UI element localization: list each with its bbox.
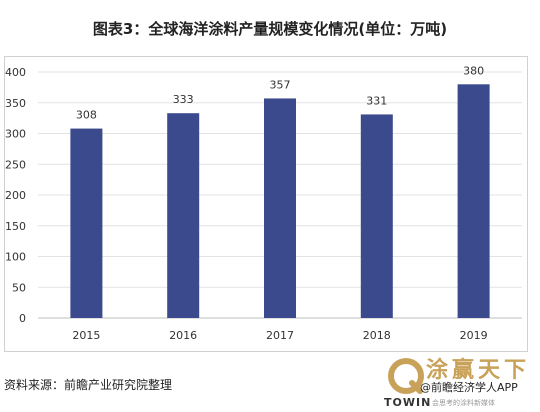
x-tick-label: 2016 (169, 329, 197, 342)
y-tick-label: 0 (19, 312, 26, 325)
x-tick-label: 2019 (460, 329, 488, 342)
y-tick-label: 200 (5, 189, 26, 202)
data-label: 380 (463, 64, 484, 77)
data-label: 308 (76, 109, 97, 122)
y-tick-label: 100 (5, 251, 26, 264)
towin-logo: TOWIN (384, 396, 432, 409)
brand-logo-icon (388, 358, 424, 394)
towin-tagline: 会思考的涂料新媒体 (432, 399, 495, 407)
bar (70, 128, 103, 318)
x-tick-label: 2017 (266, 329, 294, 342)
source-note: 资料来源：前瞻产业研究院整理 (4, 378, 173, 392)
x-tick-label: 2015 (72, 329, 100, 342)
y-tick-label: 400 (5, 66, 26, 79)
brand-account: @前瞻经济学人APP (420, 381, 518, 394)
brand-name: 涂赢天下 (426, 357, 531, 383)
y-tick-label: 250 (5, 158, 26, 171)
chart-title: 图表3：全球海洋涂料产量规模变化情况(单位：万吨) (92, 20, 448, 38)
plot-frame (4, 56, 528, 352)
bar (167, 113, 200, 318)
y-tick-label: 150 (5, 220, 26, 233)
y-tick-label: 350 (5, 97, 26, 110)
x-tick-label: 2018 (363, 329, 391, 342)
y-tick-label: 50 (12, 281, 26, 294)
data-label: 357 (270, 78, 291, 91)
bar (360, 114, 393, 318)
data-label: 333 (173, 93, 194, 106)
bar (457, 84, 490, 318)
data-label: 331 (366, 94, 387, 107)
y-tick-label: 300 (5, 128, 26, 141)
bar (264, 98, 296, 318)
